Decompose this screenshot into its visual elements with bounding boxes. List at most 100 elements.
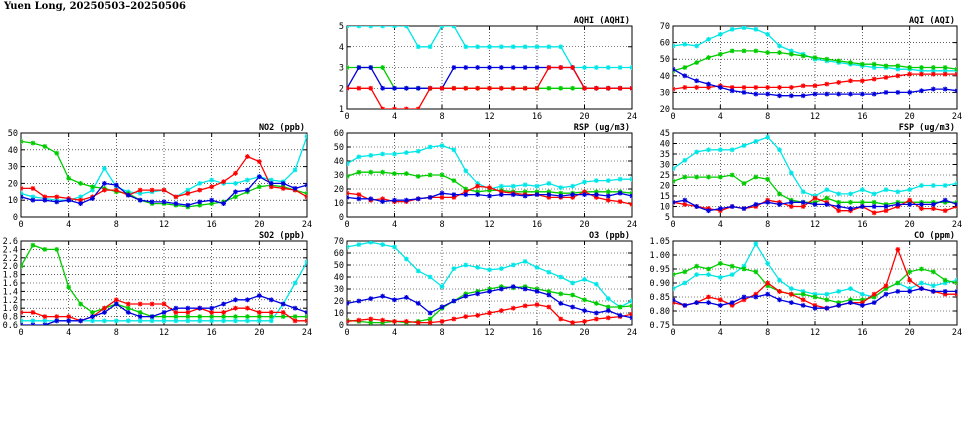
y-tick-label: 10 xyxy=(334,309,344,319)
data-point xyxy=(137,310,143,315)
data-point xyxy=(185,305,191,311)
data-point xyxy=(930,283,936,289)
data-point xyxy=(256,318,262,324)
data-point xyxy=(682,280,688,286)
data-point xyxy=(368,296,374,301)
data-point xyxy=(78,197,83,203)
data-point xyxy=(741,26,747,31)
x-tick-label: 20 xyxy=(905,112,915,122)
x-tick-label: 16 xyxy=(532,220,542,230)
data-point xyxy=(741,143,747,148)
data-point xyxy=(90,314,95,319)
data-point xyxy=(347,65,350,70)
data-point xyxy=(487,85,492,91)
data-point xyxy=(800,189,806,195)
data-point xyxy=(197,318,203,324)
data-point xyxy=(209,177,215,183)
data-point xyxy=(605,197,611,203)
data-point xyxy=(161,301,167,307)
data-point xyxy=(368,320,374,325)
data-point xyxy=(256,310,262,315)
data-point xyxy=(930,202,936,207)
data-point xyxy=(356,192,362,197)
x-tick-label: 24 xyxy=(952,112,962,122)
data-point xyxy=(475,313,481,318)
data-point xyxy=(78,201,83,206)
data-point xyxy=(380,26,386,29)
data-point xyxy=(682,303,688,308)
data-point xyxy=(836,208,842,214)
data-point xyxy=(919,280,924,286)
co-chart: 0 4 8 12 16 20 24 0.75 0.80 0.85 0.90 0.95 1.00 1.05 C… xyxy=(650,231,963,338)
o3-series-blue xyxy=(347,284,632,321)
y-tick-label: 30 xyxy=(8,163,18,173)
data-point xyxy=(66,284,72,290)
y-tick-label: 0 xyxy=(13,213,18,223)
data-point xyxy=(546,85,552,91)
data-point xyxy=(21,263,24,269)
data-point xyxy=(729,204,735,209)
data-point xyxy=(113,301,119,307)
data-point xyxy=(558,291,564,297)
data-point xyxy=(706,272,711,277)
data-point xyxy=(54,314,60,319)
data-point xyxy=(753,269,759,275)
data-point xyxy=(682,157,688,163)
data-point xyxy=(895,66,901,72)
data-point xyxy=(125,318,131,324)
data-point xyxy=(673,66,676,72)
data-point xyxy=(209,318,215,324)
y-tick-label: 3 xyxy=(339,64,344,74)
data-point xyxy=(304,259,307,265)
data-point xyxy=(706,300,711,305)
data-point xyxy=(741,85,747,90)
data-point xyxy=(753,174,759,180)
data-point xyxy=(392,106,397,109)
x-tick-label: 24 xyxy=(952,328,962,338)
data-point xyxy=(836,80,842,85)
y-tick-label: 5 xyxy=(665,213,670,223)
x-tick-label: 12 xyxy=(484,220,494,230)
data-point xyxy=(197,202,203,208)
data-point xyxy=(617,176,623,182)
data-point xyxy=(90,310,95,315)
data-point xyxy=(558,274,564,280)
so2-chart: 0 4 8 12 16 20 240.60.81.01.21.41.61.82.02.22.… xyxy=(3,231,312,338)
data-point xyxy=(149,318,155,324)
data-point xyxy=(21,322,24,325)
data-point xyxy=(292,305,298,311)
data-point xyxy=(137,318,143,324)
data-point xyxy=(221,301,226,307)
data-point xyxy=(883,75,889,80)
data-point xyxy=(570,320,576,325)
x-tick-label: 16 xyxy=(532,328,542,338)
x-tick-label: 8 xyxy=(765,112,770,122)
data-point xyxy=(451,316,457,322)
data-point xyxy=(304,318,307,324)
data-point xyxy=(221,310,226,315)
data-point xyxy=(954,289,957,294)
data-point xyxy=(403,197,409,203)
data-point xyxy=(280,181,286,186)
data-point xyxy=(173,194,179,200)
data-point xyxy=(475,189,481,195)
data-point xyxy=(42,144,48,149)
data-point xyxy=(173,318,179,324)
aqi-series-green xyxy=(673,48,957,74)
data-point xyxy=(510,305,516,311)
data-point xyxy=(546,181,552,186)
data-point xyxy=(824,291,830,297)
data-point xyxy=(954,181,957,186)
data-point xyxy=(788,51,794,57)
x-tick-label: 12 xyxy=(810,112,820,122)
data-point xyxy=(487,185,492,190)
aqi-chart-title: AQI (AQI) xyxy=(909,16,955,26)
data-point xyxy=(546,292,552,298)
data-point xyxy=(824,81,830,87)
y-tick-label: 1.4 xyxy=(3,287,18,297)
data-point xyxy=(498,85,504,91)
data-point xyxy=(463,314,469,319)
data-point xyxy=(356,65,362,70)
data-point xyxy=(883,187,889,193)
data-point xyxy=(21,194,24,200)
